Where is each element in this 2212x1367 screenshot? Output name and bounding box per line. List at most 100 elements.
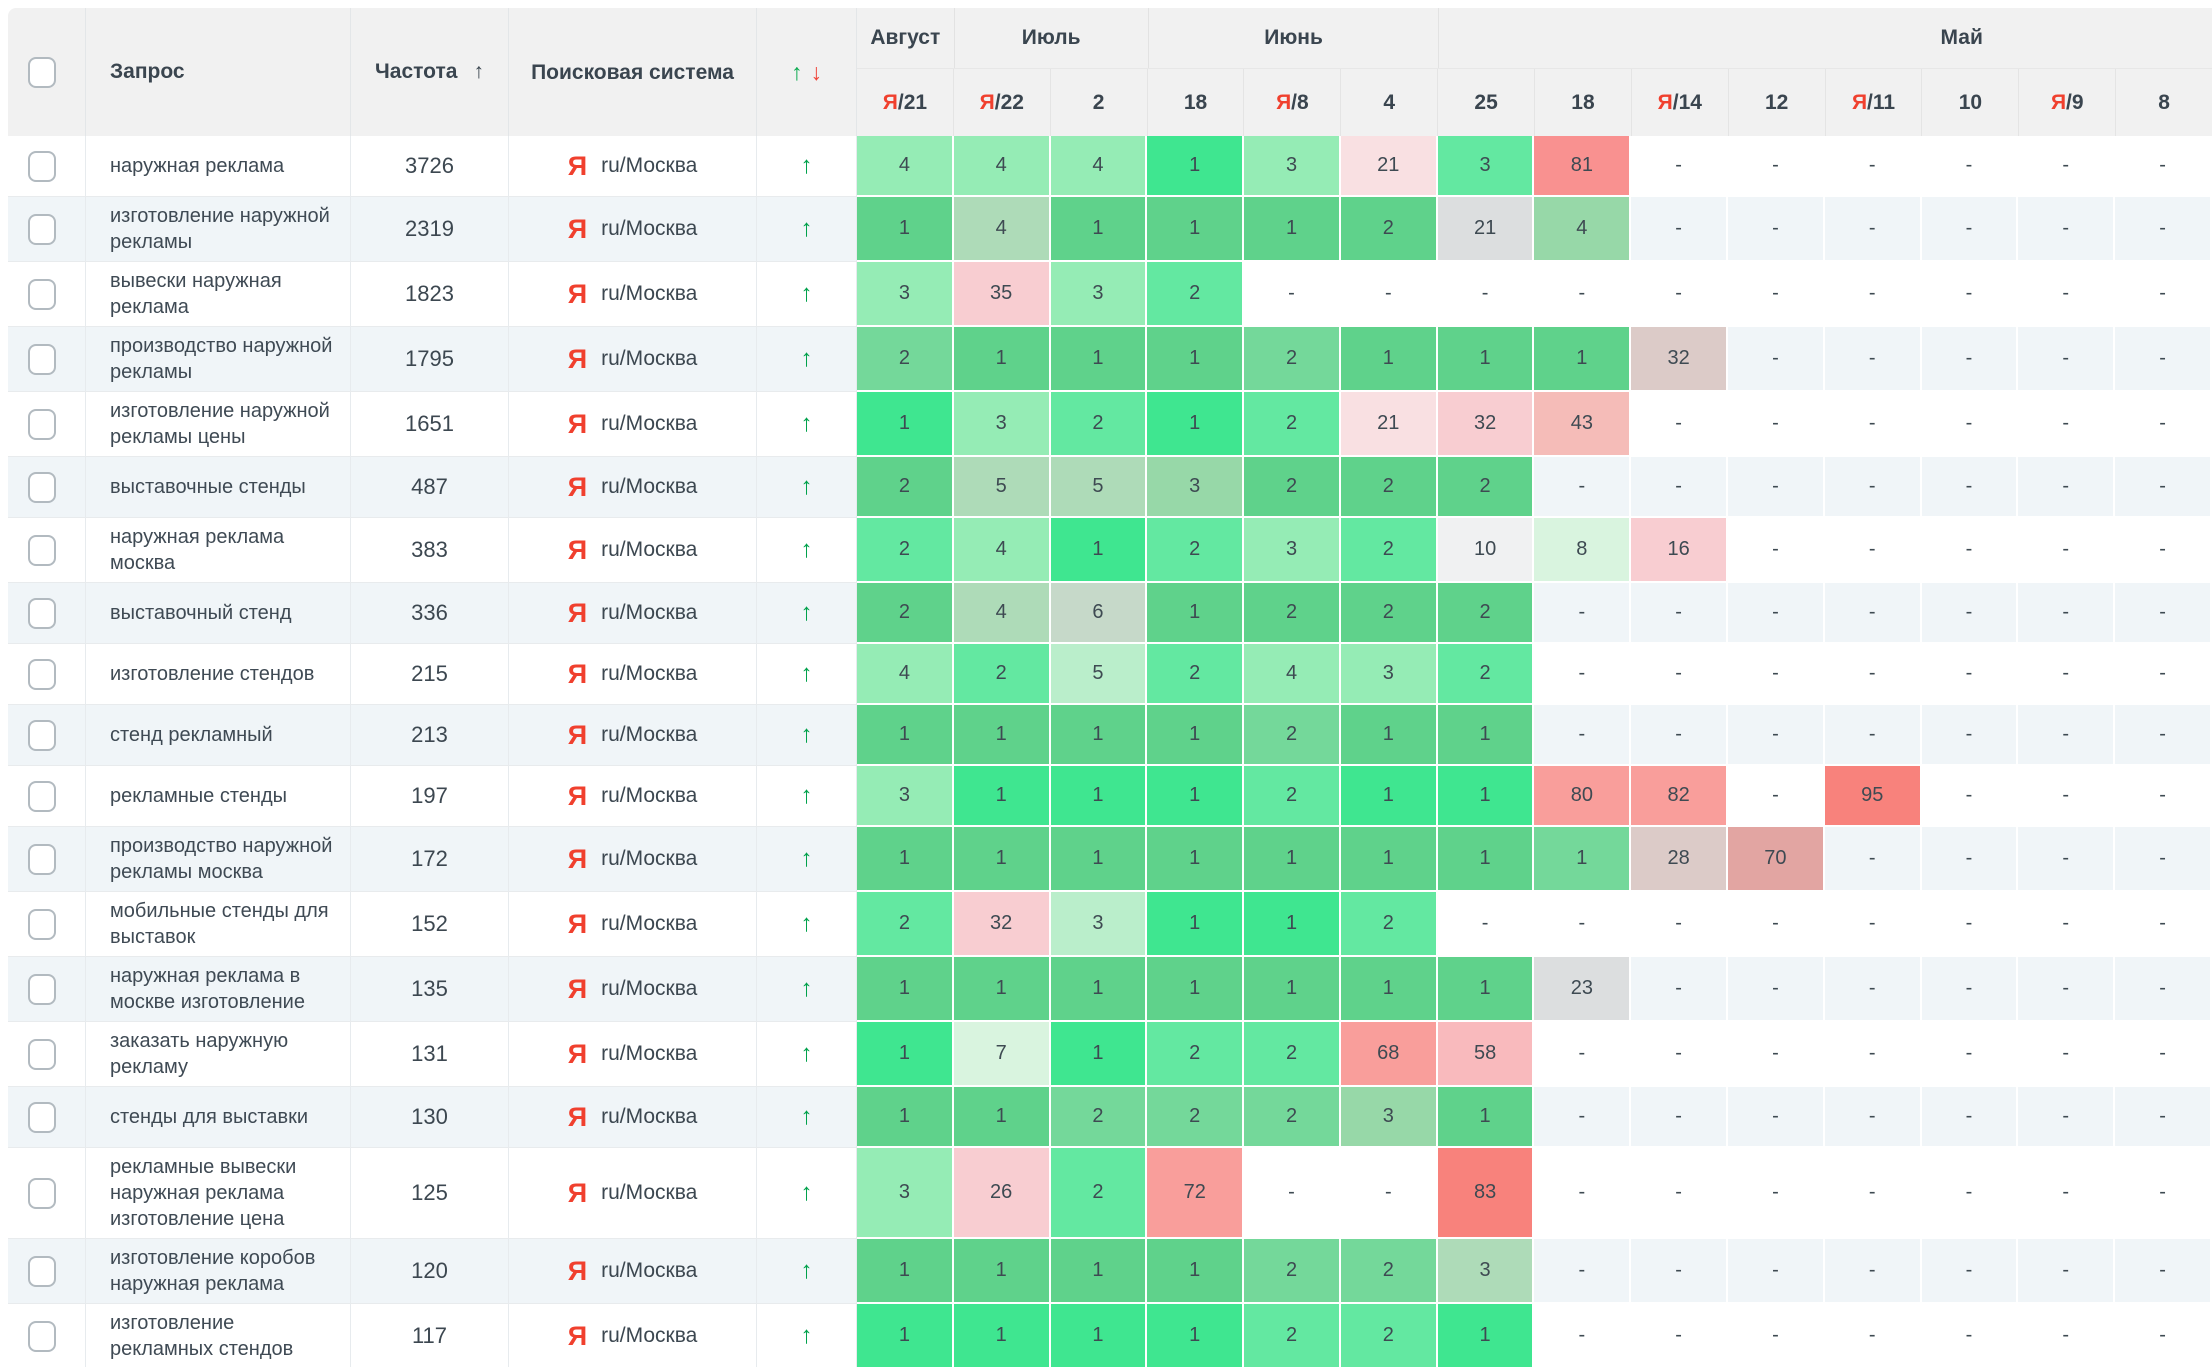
- yandex-icon: Я: [567, 150, 588, 181]
- position-cell: -: [2018, 262, 2116, 327]
- query-cell[interactable]: изготовление наружной рекламы цены: [86, 392, 351, 457]
- row-checkbox[interactable]: [28, 1255, 56, 1287]
- row-checkbox[interactable]: [28, 719, 56, 751]
- row-checkbox[interactable]: [28, 1320, 56, 1352]
- position-cell: 10: [1437, 518, 1535, 583]
- trend-cell: ↑: [757, 957, 857, 1022]
- sort-asc-icon[interactable]: ↑: [473, 60, 484, 83]
- date-header-cell[interactable]: 25: [1438, 69, 1536, 136]
- row-checkbox[interactable]: [28, 780, 56, 812]
- position-cell: 1: [1340, 827, 1438, 892]
- date-label: 10: [1958, 90, 1983, 114]
- date-header-cell[interactable]: Я/9: [2019, 69, 2117, 136]
- position-cell: 3: [1244, 136, 1341, 197]
- query-cell[interactable]: стенд рекламный: [86, 705, 351, 766]
- row-checkbox[interactable]: [28, 973, 56, 1005]
- query-cell[interactable]: выставочный стенд: [86, 583, 351, 644]
- yandex-icon: Я: [1276, 90, 1292, 114]
- position-cell: 28: [1631, 827, 1729, 892]
- yandex-icon: Я: [567, 1320, 588, 1351]
- position-cell: -: [1824, 262, 1922, 327]
- position-cell: 7: [953, 1022, 1051, 1087]
- trend-down-icon[interactable]: ↓: [810, 58, 823, 85]
- date-header-cell[interactable]: 18: [1535, 69, 1632, 136]
- query-cell[interactable]: мобильные стенды для выставок: [86, 892, 351, 957]
- trend-cell: ↑: [757, 518, 857, 583]
- date-header-cell[interactable]: Я/8: [1244, 69, 1342, 136]
- table-row: производство наружной рекламы 1795 Я ru/…: [8, 327, 2212, 392]
- query-cell[interactable]: наружная реклама: [86, 136, 351, 197]
- position-cell: 3: [1050, 892, 1148, 957]
- position-cell: 1: [1340, 327, 1438, 392]
- search-engine-cell: Я ru/Москва: [509, 583, 757, 644]
- date-label: 2: [1092, 90, 1105, 114]
- column-header-query[interactable]: Запрос: [86, 8, 351, 136]
- query-cell[interactable]: рекламные стенды: [86, 766, 351, 827]
- query-text: рекламные стенды: [110, 785, 288, 807]
- trend-cell: ↑: [757, 327, 857, 392]
- row-checkbox[interactable]: [28, 150, 56, 182]
- row-checkbox[interactable]: [28, 343, 56, 375]
- query-cell[interactable]: вывески наружная реклама: [86, 262, 351, 327]
- position-cell: -: [2018, 1148, 2116, 1239]
- row-checkbox[interactable]: [28, 408, 56, 440]
- row-checkbox[interactable]: [28, 1177, 56, 1209]
- query-cell[interactable]: изготовление наружной рекламы: [86, 197, 351, 262]
- row-checkbox-cell: [8, 1022, 86, 1087]
- row-checkbox[interactable]: [28, 534, 56, 566]
- date-header-cell[interactable]: 10: [1922, 69, 2020, 136]
- row-checkbox[interactable]: [28, 213, 56, 245]
- query-cell[interactable]: производство наружной рекламы: [86, 327, 351, 392]
- date-header-cell[interactable]: Я/11: [1826, 69, 1923, 136]
- date-header-cell[interactable]: 2: [1051, 69, 1148, 136]
- query-cell[interactable]: изготовление рекламных стендов: [86, 1304, 351, 1367]
- position-cell: -: [1631, 892, 1729, 957]
- column-header-frequency[interactable]: Частота ↑: [351, 8, 509, 136]
- date-header-cell[interactable]: Я/14: [1632, 69, 1729, 136]
- select-all-checkbox[interactable]: [28, 56, 56, 88]
- query-text: наружная реклама в москве изготовление: [110, 965, 305, 1013]
- date-header-cell[interactable]: 8: [2116, 69, 2212, 136]
- row-checkbox[interactable]: [28, 471, 56, 503]
- row-checkbox[interactable]: [28, 278, 56, 310]
- query-cell[interactable]: стенды для выставки: [86, 1087, 351, 1148]
- trend-up-icon[interactable]: ↑: [791, 58, 803, 85]
- yandex-icon: Я: [567, 597, 588, 628]
- position-cell: -: [2018, 1239, 2116, 1304]
- row-checkbox[interactable]: [28, 843, 56, 875]
- row-checkbox[interactable]: [28, 597, 56, 629]
- date-header-cell[interactable]: Я/22: [954, 69, 1051, 136]
- position-cell: -: [1631, 1304, 1729, 1367]
- date-header-cell[interactable]: 12: [1729, 69, 1826, 136]
- row-checkbox[interactable]: [28, 908, 56, 940]
- search-engine-cell: Я ru/Москва: [509, 644, 757, 705]
- query-cell[interactable]: изготовление коробов наружная реклама: [86, 1239, 351, 1304]
- trend-cell: ↑: [757, 644, 857, 705]
- column-header-search-engine[interactable]: Поисковая система: [509, 8, 757, 136]
- query-cell[interactable]: производство наружной рекламы москва: [86, 827, 351, 892]
- position-cell: -: [2018, 644, 2116, 705]
- position-cell: 1: [857, 1304, 954, 1367]
- row-checkbox[interactable]: [28, 1038, 56, 1070]
- query-cell[interactable]: рекламные вывески наружная реклама изгот…: [86, 1148, 351, 1239]
- date-header-cell[interactable]: 18: [1148, 69, 1245, 136]
- query-text: производство наружной рекламы москва: [110, 835, 333, 883]
- position-cell: -: [2018, 1304, 2116, 1367]
- position-cell: -: [1631, 136, 1729, 197]
- position-cell: 1: [1534, 827, 1632, 892]
- region-label: ru/Москва: [601, 1105, 698, 1128]
- date-header-cell[interactable]: 4: [1341, 69, 1439, 136]
- query-cell[interactable]: выставочные стенды: [86, 457, 351, 518]
- query-cell[interactable]: наружная реклама москва: [86, 518, 351, 583]
- query-cell[interactable]: наружная реклама в москве изготовление: [86, 957, 351, 1022]
- date-header-cell[interactable]: Я/21: [857, 69, 954, 136]
- column-header-trend[interactable]: ↑ ↓: [757, 8, 857, 136]
- query-cell[interactable]: заказать наружную рекламу: [86, 1022, 351, 1087]
- query-cell[interactable]: изготовление стендов: [86, 644, 351, 705]
- row-checkbox[interactable]: [28, 658, 56, 690]
- row-checkbox[interactable]: [28, 1101, 56, 1133]
- position-cell: 81: [1534, 136, 1632, 197]
